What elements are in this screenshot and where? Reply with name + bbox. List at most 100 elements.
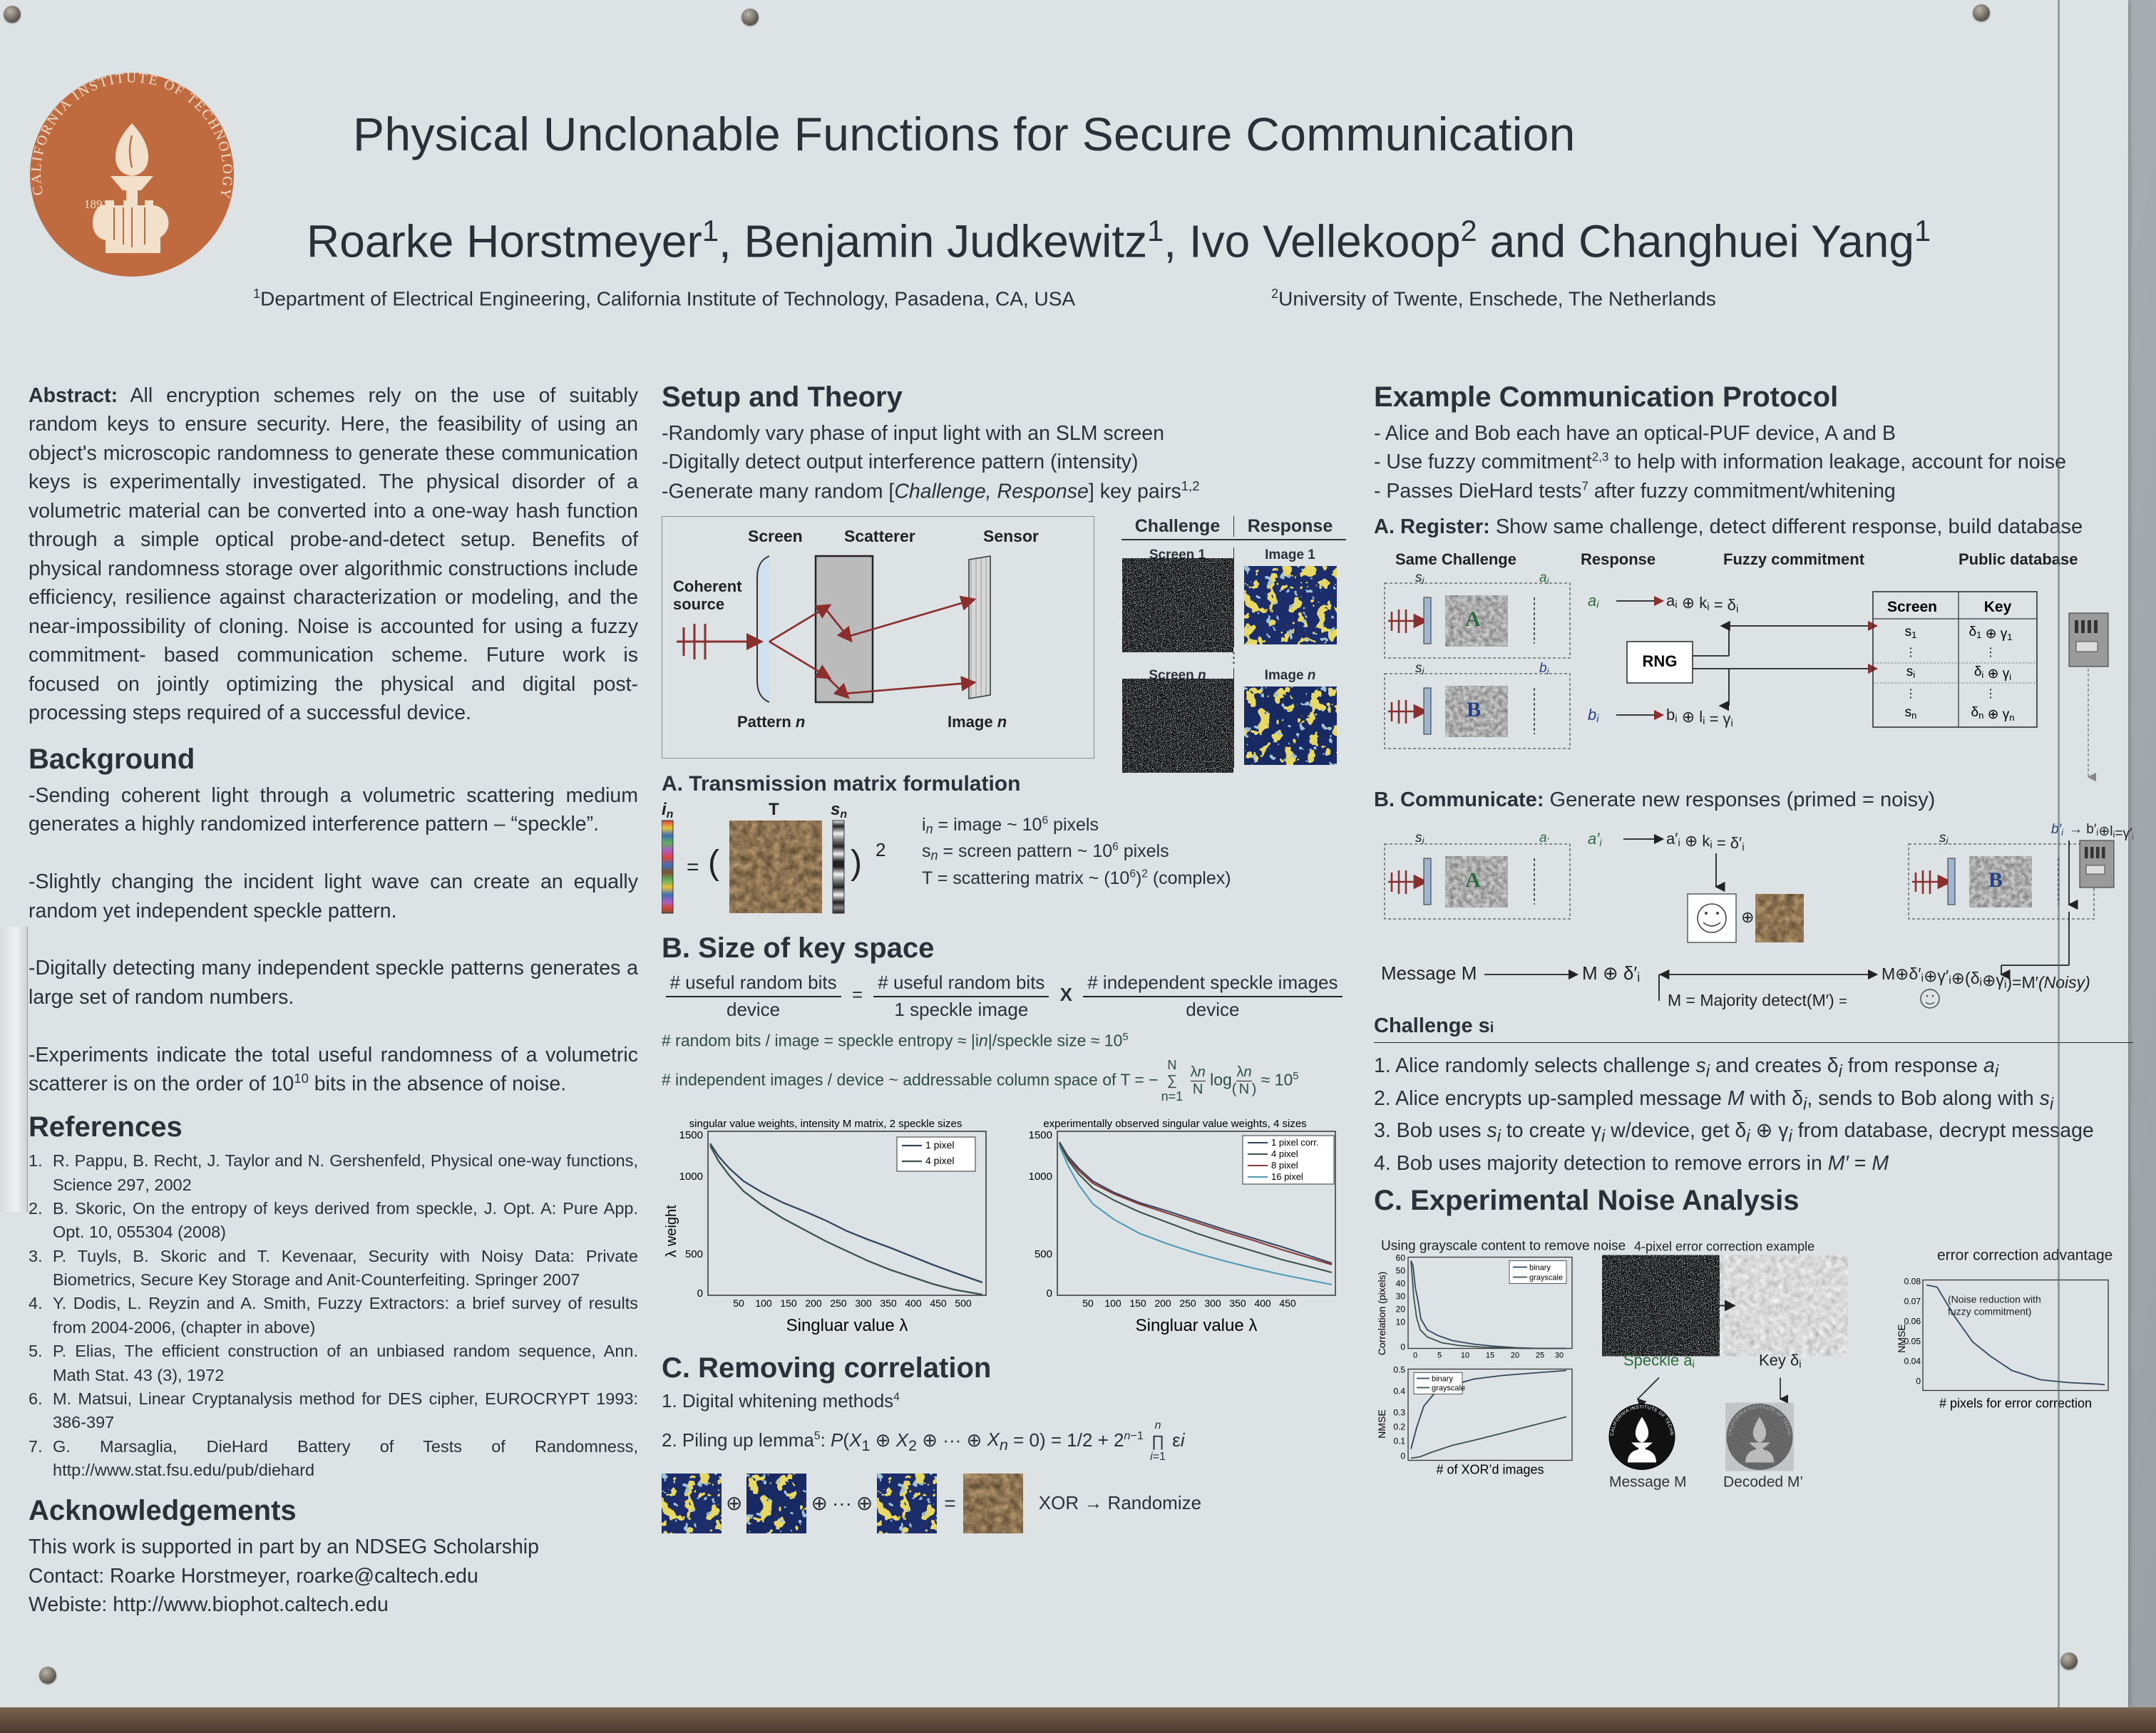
svg-text:20: 20 — [1396, 1305, 1406, 1315]
svg-text:singular value weights, intens: singular value weights, intensity M matr… — [689, 1118, 962, 1130]
svg-text:ai: ai — [1588, 592, 1599, 611]
svg-text:60: 60 — [1396, 1253, 1406, 1263]
svg-text:⋮: ⋮ — [1985, 688, 1996, 700]
svg-text:0: 0 — [697, 1287, 703, 1300]
svg-text:1 pixel: 1 pixel — [925, 1139, 954, 1151]
svg-text:Pattern n: Pattern n — [737, 713, 805, 731]
svg-text:δi ⊕ γi: δi ⊕ γi — [1974, 664, 2011, 682]
svg-text:B: B — [1467, 698, 1481, 721]
svg-text:450: 450 — [1279, 1297, 1296, 1309]
svg-text:300: 300 — [1204, 1297, 1221, 1309]
svg-text:0.05: 0.05 — [1904, 1337, 1921, 1347]
svg-text:M ⊕ δ′i: M ⊕ δ′i — [1582, 962, 1640, 984]
svg-text:sn: sn — [831, 800, 847, 821]
svg-text:30: 30 — [1555, 1352, 1564, 1360]
svg-text:Using grayscale content to rem: Using grayscale content to remove noise — [1381, 1239, 1626, 1254]
svg-text:16 pixel: 16 pixel — [1271, 1171, 1303, 1182]
svg-text:0: 0 — [1400, 1451, 1405, 1461]
svg-text:50: 50 — [1396, 1266, 1406, 1276]
svg-text:0.1: 0.1 — [1393, 1436, 1405, 1446]
svg-text:0.2: 0.2 — [1393, 1422, 1405, 1432]
svg-text:100: 100 — [1104, 1297, 1121, 1309]
svg-text:0.06: 0.06 — [1904, 1317, 1921, 1327]
svg-text:⋮: ⋮ — [1985, 647, 1996, 659]
svg-text:A: A — [1465, 868, 1481, 892]
svg-text:δn ⊕ γn: δn ⊕ γn — [1971, 705, 2014, 723]
svg-text:source: source — [673, 595, 724, 613]
svg-text:350: 350 — [1229, 1297, 1246, 1309]
svg-text:1000: 1000 — [679, 1171, 703, 1183]
svg-text:500: 500 — [955, 1297, 972, 1309]
svg-text:0.4: 0.4 — [1393, 1387, 1405, 1397]
svg-text:0.07: 0.07 — [1904, 1297, 1921, 1307]
svg-text:4 pixel: 4 pixel — [925, 1155, 954, 1166]
svg-text:150: 150 — [780, 1297, 797, 1309]
svg-text:0: 0 — [1916, 1377, 1921, 1387]
svg-text:5: 5 — [1437, 1352, 1442, 1360]
svg-text:Coherent: Coherent — [673, 577, 742, 595]
svg-text:150: 150 — [1129, 1297, 1146, 1309]
svg-text:350: 350 — [880, 1297, 897, 1309]
svg-text:25: 25 — [1536, 1352, 1544, 1360]
svg-text:⊕: ⊕ — [1741, 908, 1754, 926]
svg-text:ai ⊕ ki = δi: ai ⊕ ki = δi — [1666, 592, 1738, 615]
svg-text:450: 450 — [930, 1297, 947, 1309]
svg-text:Public database: Public database — [1959, 550, 2078, 568]
svg-text:): ) — [851, 844, 862, 882]
svg-text:0.3: 0.3 — [1393, 1408, 1405, 1418]
svg-text:Screen: Screen — [748, 527, 803, 545]
svg-text:(: ( — [708, 844, 719, 882]
svg-text:Response: Response — [1581, 550, 1655, 568]
svg-text:in: in — [662, 800, 674, 821]
svg-text:binary: binary — [1529, 1264, 1551, 1272]
svg-text:0: 0 — [1413, 1352, 1417, 1360]
svg-text:15: 15 — [1486, 1352, 1494, 1360]
svg-text:1 pixel corr.: 1 pixel corr. — [1271, 1137, 1318, 1148]
svg-text:λ weight: λ weight — [664, 1204, 679, 1257]
svg-text:bi: bi — [1588, 706, 1599, 725]
svg-text:(Noise reduction with: (Noise reduction with — [1948, 1294, 2041, 1305]
svg-text:a′i ⊕ ki = δ′i: a′i ⊕ ki = δ′i — [1666, 830, 1745, 853]
svg-text:500: 500 — [1035, 1248, 1052, 1260]
svg-text:Message M: Message M — [1381, 962, 1477, 984]
svg-text:experimentally observed singul: experimentally observed singular value w… — [1043, 1118, 1306, 1130]
svg-text:400: 400 — [905, 1297, 922, 1309]
svg-text:Image n: Image n — [948, 713, 1007, 731]
svg-text:M = Majority detect(M′) =: M = Majority detect(M′) = — [1668, 991, 1847, 1009]
svg-text:# pixels for error correction: # pixels for error correction — [1939, 1397, 2092, 1411]
svg-text:0.5: 0.5 — [1393, 1365, 1405, 1375]
svg-text:Correlation (pixels): Correlation (pixels) — [1376, 1272, 1387, 1355]
svg-text:bi: bi — [1539, 661, 1550, 677]
svg-text:1000: 1000 — [1029, 1171, 1052, 1183]
svg-text:Key: Key — [1984, 599, 2012, 615]
svg-text:20: 20 — [1511, 1352, 1519, 1360]
svg-text:10: 10 — [1396, 1317, 1406, 1327]
svg-text:bi ⊕ li = γi: bi ⊕ li = γi — [1666, 706, 1733, 729]
svg-text:δ1 ⊕ γ1: δ1 ⊕ γ1 — [1968, 624, 2012, 642]
svg-text:RNG: RNG — [1643, 652, 1678, 670]
svg-text:50: 50 — [733, 1297, 744, 1309]
svg-text:Singluar value λ: Singluar value λ — [786, 1316, 908, 1335]
svg-text:40: 40 — [1396, 1279, 1406, 1289]
svg-text:Key δi: Key δi — [1759, 1352, 1802, 1371]
svg-text:Decoded M’: Decoded M’ — [1723, 1474, 1803, 1491]
svg-text:A: A — [1465, 607, 1481, 631]
svg-text:10: 10 — [1461, 1352, 1469, 1360]
svg-text:250: 250 — [1179, 1297, 1196, 1309]
svg-text:binary: binary — [1432, 1375, 1453, 1384]
svg-text:s1: s1 — [1905, 624, 1917, 640]
svg-text:0: 0 — [1400, 1342, 1405, 1352]
svg-text:⋮: ⋮ — [1905, 647, 1916, 659]
svg-text:Singluar value λ: Singluar value λ — [1136, 1316, 1258, 1335]
svg-text:Screen: Screen — [1887, 599, 1937, 615]
svg-text:a′: a′ — [1539, 830, 1549, 846]
svg-text:4 pixel: 4 pixel — [1271, 1148, 1298, 1159]
svg-text:500: 500 — [685, 1248, 703, 1260]
svg-text:400: 400 — [1254, 1297, 1271, 1309]
svg-text:Speckle ai: Speckle ai — [1623, 1352, 1695, 1371]
svg-text:50: 50 — [1082, 1297, 1094, 1309]
svg-text:=: = — [687, 855, 699, 879]
svg-text:si: si — [1939, 830, 1949, 846]
svg-text:1500: 1500 — [679, 1129, 703, 1141]
svg-text:300: 300 — [855, 1297, 872, 1309]
